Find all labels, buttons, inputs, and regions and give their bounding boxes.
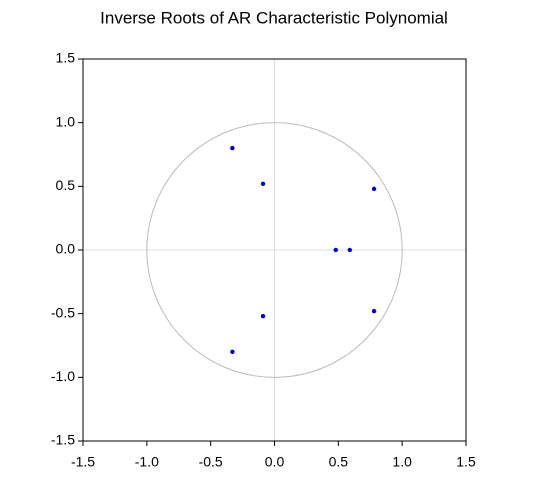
- root-point: [347, 247, 353, 253]
- root-point: [230, 145, 235, 151]
- y-tick-label: -1.0: [51, 368, 75, 384]
- x-tick-label: 0.5: [329, 454, 349, 470]
- root-point: [260, 181, 266, 186]
- x-tick-label: -1.0: [135, 454, 159, 470]
- y-tick-label: -0.5: [51, 304, 75, 320]
- root-point: [260, 314, 266, 319]
- x-tick-label: 1.0: [392, 454, 412, 470]
- y-tick-label: 0.0: [56, 241, 76, 257]
- root-point: [371, 186, 377, 192]
- root-point: [371, 308, 377, 314]
- y-tick-label: 0.5: [56, 177, 76, 193]
- x-tick-label: 0.0: [265, 454, 285, 470]
- y-tick-label: 1.5: [56, 50, 76, 66]
- x-tick-label: -1.5: [71, 454, 95, 470]
- root-point: [333, 247, 338, 253]
- y-tick-label: 1.0: [56, 113, 76, 129]
- x-tick-label: -0.5: [199, 454, 223, 470]
- root-point: [230, 349, 235, 355]
- x-tick-label: 1.5: [456, 454, 476, 470]
- chart-title: Inverse Roots of AR Characteristic Polyn…: [100, 8, 448, 27]
- y-tick-label: -1.5: [51, 432, 75, 448]
- unit-circle: [146, 122, 403, 378]
